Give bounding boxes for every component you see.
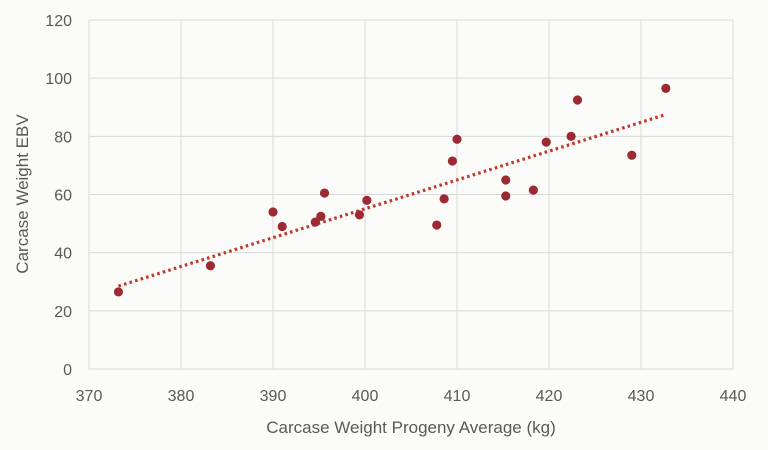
trendline <box>117 112 667 288</box>
data-point <box>432 220 442 230</box>
data-points <box>113 83 671 297</box>
y-tick-label: 60 <box>54 188 72 205</box>
x-tick-label: 390 <box>260 388 287 405</box>
y-tick-label: 0 <box>63 362 72 379</box>
data-point <box>268 207 278 217</box>
y-axis-title: Carcase Weight EBV <box>13 114 32 274</box>
data-point <box>439 194 449 204</box>
data-point <box>316 211 326 221</box>
x-tick-label: 420 <box>536 388 563 405</box>
data-point <box>354 210 365 220</box>
y-tick-label: 120 <box>45 13 72 30</box>
data-point <box>113 287 124 297</box>
x-axis-title: Carcase Weight Progeny Average (kg) <box>266 418 555 437</box>
y-tick-label: 20 <box>54 304 72 321</box>
gridlines <box>88 19 734 370</box>
data-point <box>310 217 320 227</box>
data-point <box>447 156 457 166</box>
x-tick-label: 440 <box>720 388 747 405</box>
x-tick-label: 380 <box>168 388 195 405</box>
tick-labels: 370 380 390 400 410 420 430 440 0 20 40 60 80 100 120 <box>45 13 746 405</box>
data-point <box>452 134 462 144</box>
data-point <box>661 83 671 93</box>
x-tick-label: 370 <box>76 388 103 405</box>
data-point <box>627 150 637 160</box>
data-point <box>541 137 551 147</box>
data-point <box>319 188 330 198</box>
x-tick-label: 410 <box>444 388 471 405</box>
y-tick-label: 40 <box>54 246 72 263</box>
data-point <box>566 131 576 141</box>
data-point <box>205 261 216 271</box>
y-tick-label: 80 <box>54 129 72 146</box>
data-point <box>572 95 583 105</box>
x-tick-label: 430 <box>628 388 655 405</box>
data-point <box>528 185 538 195</box>
data-point <box>501 175 511 185</box>
data-point <box>362 195 372 205</box>
data-point <box>277 221 287 232</box>
y-tick-label: 100 <box>45 71 72 88</box>
x-tick-label: 400 <box>352 388 379 405</box>
data-point <box>501 191 511 201</box>
